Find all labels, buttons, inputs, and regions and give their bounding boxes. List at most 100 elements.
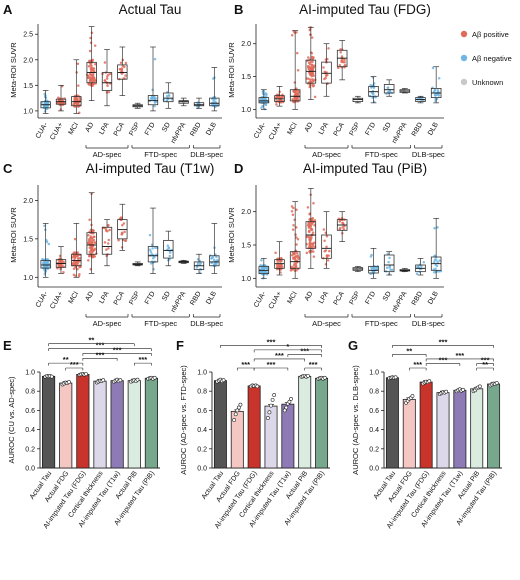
category-label: CUA+	[268, 122, 283, 142]
bar	[385, 377, 399, 469]
data-point	[386, 86, 390, 89]
data-point	[437, 77, 441, 80]
data-point	[120, 68, 124, 71]
data-point	[213, 262, 216, 265]
bar	[110, 380, 124, 469]
bar-point	[233, 412, 238, 417]
data-point	[305, 251, 309, 255]
data-point	[326, 73, 329, 77]
sig-label: ***	[309, 360, 318, 369]
box	[147, 95, 159, 106]
data-point	[438, 259, 441, 262]
bar	[298, 375, 312, 469]
data-point	[338, 63, 342, 67]
y-tick-label: 0.2	[369, 446, 379, 453]
data-point	[337, 66, 340, 70]
bar-panel-e: AUROC (CU vs. AD-spec) 0.0 0.2 0.4 0.6 0.8 1.0…	[7, 336, 160, 530]
category-label: AD	[84, 122, 95, 134]
sig-label: ***	[70, 360, 79, 369]
data-point	[91, 73, 95, 77]
data-point	[88, 218, 91, 221]
data-point	[103, 79, 107, 82]
bar-point	[232, 418, 237, 422]
legend-label-positive: Aβ positive	[472, 30, 509, 39]
y-tick-label: 1.5	[241, 74, 251, 81]
data-point	[150, 243, 154, 247]
data-point	[47, 242, 51, 246]
bar-point	[255, 384, 260, 389]
category-label: PSP	[128, 290, 141, 306]
bar	[487, 383, 501, 469]
data-point	[295, 31, 298, 34]
data-point	[210, 261, 213, 265]
data-point	[312, 241, 316, 245]
data-point	[124, 61, 128, 65]
legend-marker-negative	[460, 54, 468, 62]
category-label: nfvPPA	[391, 290, 409, 314]
data-point	[422, 261, 426, 264]
bar	[59, 382, 73, 469]
sig-label: ***	[138, 355, 147, 364]
data-point	[215, 259, 218, 262]
data-point	[72, 263, 75, 266]
box	[40, 259, 51, 269]
data-point	[117, 239, 120, 242]
group-label: AD-spec	[93, 150, 122, 159]
category-label: AD	[304, 122, 315, 134]
data-point	[108, 228, 111, 232]
data-point	[154, 246, 157, 249]
category-label: DLB	[427, 290, 440, 306]
legend-label-unknown: Unknown	[472, 78, 503, 87]
data-point	[309, 73, 312, 77]
data-point	[107, 73, 110, 77]
sig-label: ***	[113, 345, 122, 354]
y-tick-label: 1.5	[23, 236, 33, 243]
data-point	[150, 262, 153, 265]
data-point	[73, 251, 77, 254]
category-label: PCA	[113, 121, 126, 137]
data-point	[293, 252, 296, 256]
data-point	[265, 266, 268, 270]
data-point	[59, 260, 62, 264]
data-point	[433, 93, 437, 97]
data-point	[312, 255, 316, 258]
y-tick-label: 2.0	[23, 57, 33, 64]
y-tick-label: 0.2	[197, 446, 207, 453]
y-tick-label: 0.6	[369, 408, 379, 415]
category-label: LPA	[318, 290, 331, 305]
category-label: PSP	[348, 121, 361, 137]
y-tick-label: 0.6	[25, 408, 35, 415]
data-point	[275, 103, 278, 106]
y-tick-label: 0.8	[369, 389, 379, 396]
data-point	[295, 243, 298, 246]
data-point	[388, 256, 391, 260]
data-point	[76, 62, 80, 66]
data-point	[75, 102, 79, 106]
data-point	[432, 260, 436, 264]
data-point	[195, 266, 199, 269]
category-label: DLB	[205, 121, 218, 137]
data-point	[148, 233, 152, 237]
category-label: RBD	[411, 122, 424, 138]
data-point	[306, 64, 310, 68]
data-point	[91, 246, 94, 249]
panel-title-a: Actual Tau	[119, 2, 182, 17]
bar	[127, 380, 141, 469]
data-point	[78, 272, 81, 276]
bar	[453, 389, 467, 469]
data-point	[275, 263, 279, 267]
data-point	[310, 68, 313, 71]
sig-label: ***	[439, 337, 448, 346]
data-point	[90, 240, 94, 243]
data-point	[260, 259, 263, 262]
data-point	[105, 248, 108, 251]
data-point	[105, 77, 109, 80]
group-label: AD-spec	[93, 319, 122, 328]
data-point	[124, 74, 127, 77]
category-label: SD	[161, 122, 172, 134]
box-panel-d: Meta-ROI SUVR 1.0 1.5 2.0 CUA- CUA+ MCI AD LPA PC…	[227, 185, 445, 328]
data-point	[215, 255, 218, 259]
y-tick-label: 0.4	[369, 427, 379, 434]
y-tick-label: 2.0	[241, 41, 251, 48]
